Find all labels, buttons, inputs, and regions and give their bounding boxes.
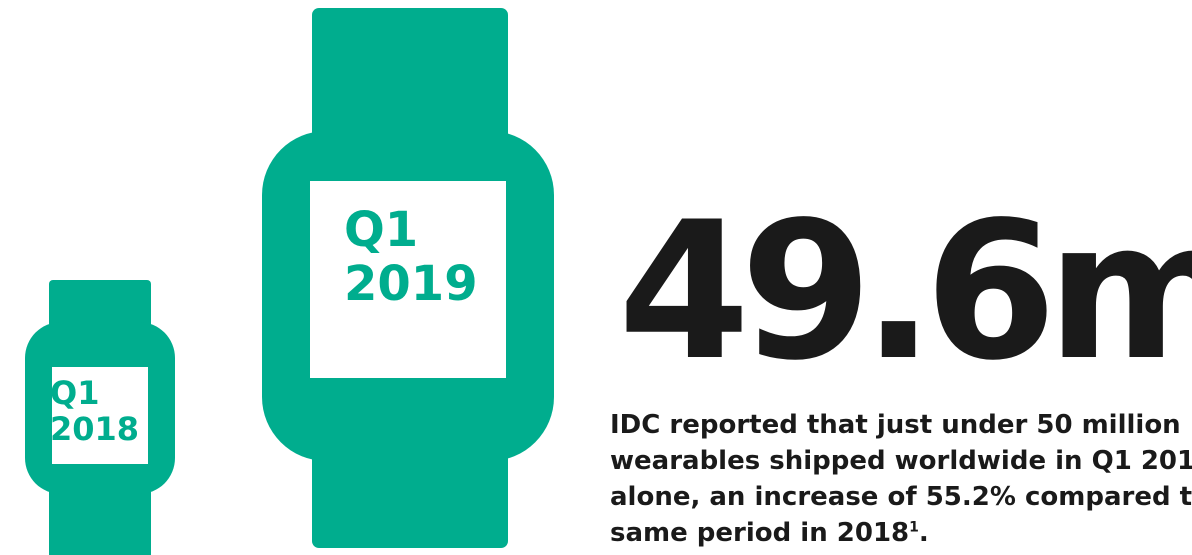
description-line-text: same period in 2018 — [610, 518, 910, 548]
description-text: IDC reported that just under 50 million … — [610, 407, 1192, 555]
description-line-end: . — [918, 518, 929, 548]
watch-year-label: 2018 — [50, 410, 140, 448]
watch-icon-q1-2018: Q1 2018 — [25, 280, 175, 555]
description-line: wearables shipped worldwide in Q1 2019 — [610, 446, 1192, 476]
watch-quarter-label: Q1 — [50, 374, 100, 412]
watch-icon-q1-2019: Q1 2019 — [262, 8, 554, 548]
headline-stat: 49.6m — [618, 181, 1192, 402]
watch-year-label: 2019 — [344, 256, 478, 312]
watch-quarter-label: Q1 — [344, 202, 419, 258]
description-line: IDC reported that just under 50 million — [610, 410, 1181, 440]
watch-strap-top — [312, 8, 508, 148]
description-line: alone, an increase of 55.2% compared to … — [610, 482, 1192, 512]
watch-screen-label: Q1 2019 — [310, 181, 506, 378]
watch-screen-label: Q1 2018 — [50, 367, 148, 464]
footnote-marker: 1 — [909, 519, 919, 536]
description-line: same period in 20181. — [610, 515, 1192, 551]
